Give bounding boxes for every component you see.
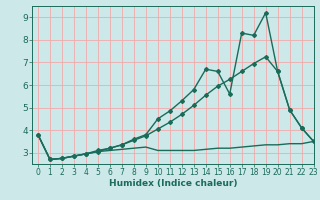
X-axis label: Humidex (Indice chaleur): Humidex (Indice chaleur) (108, 179, 237, 188)
